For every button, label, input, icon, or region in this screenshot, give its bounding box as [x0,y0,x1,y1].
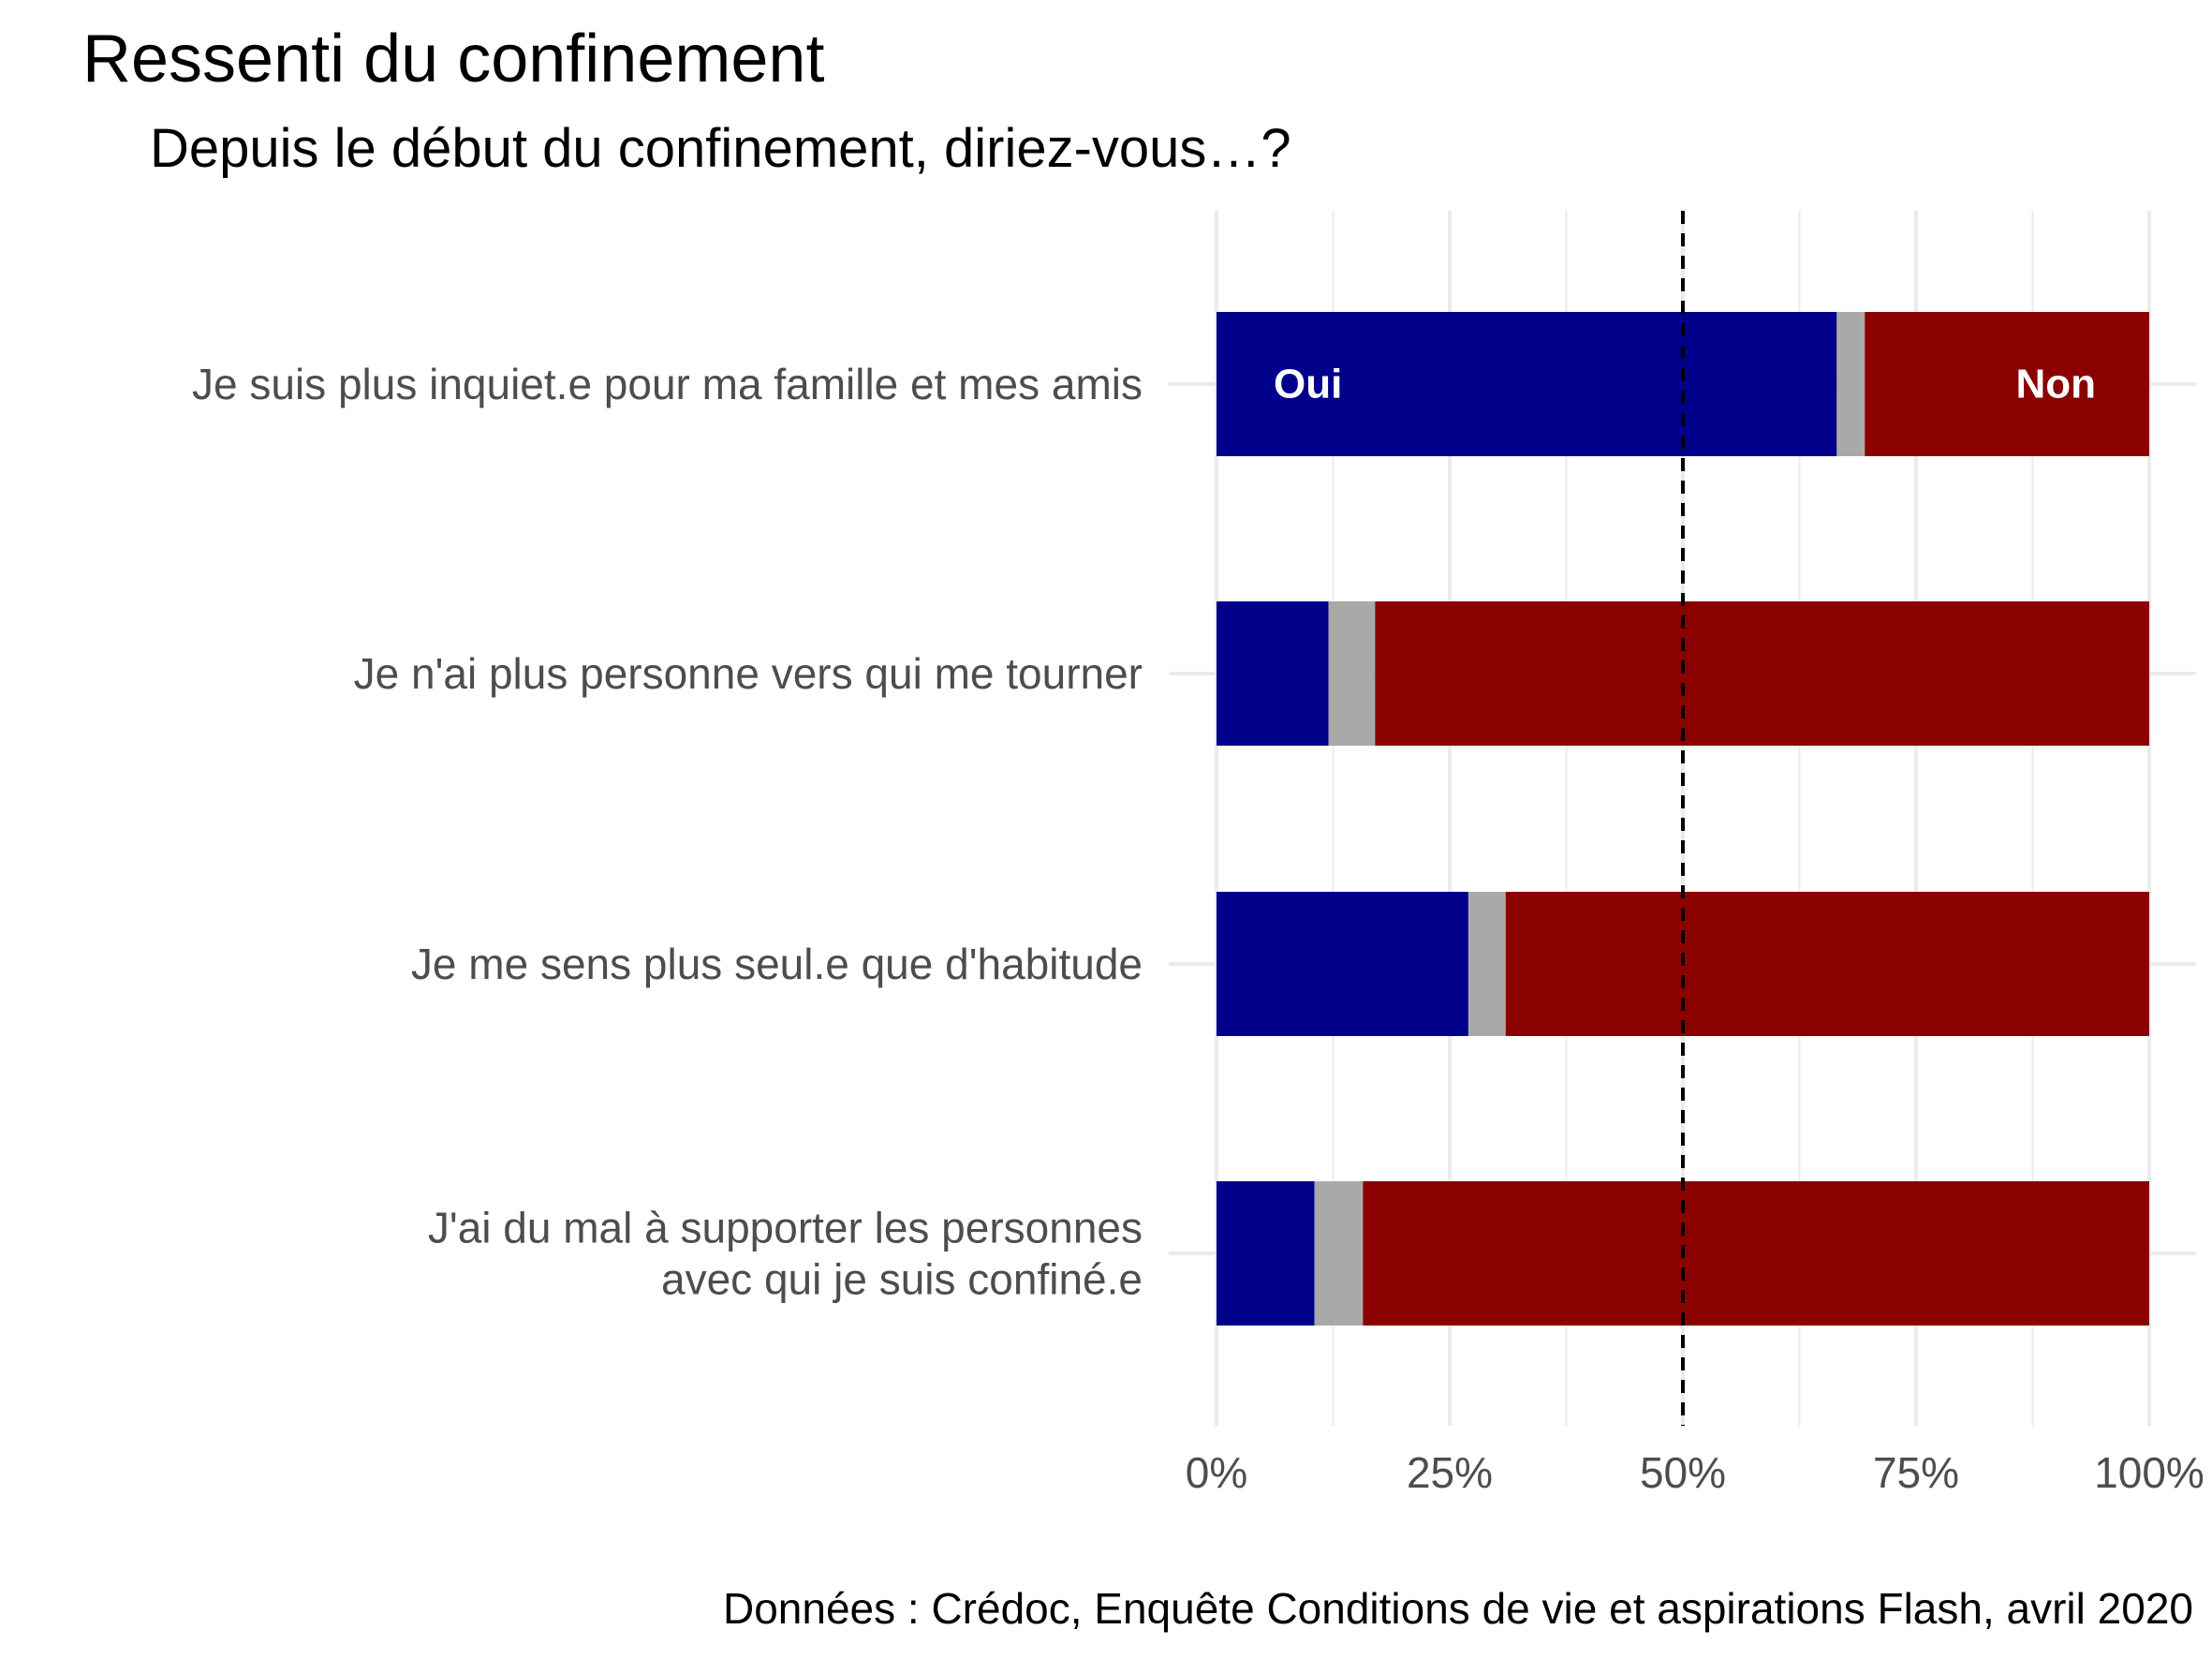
bar-non [1363,1181,2149,1326]
chart-caption: Données : Crédoc, Enquête Conditions de … [722,1584,2193,1633]
category-label: Je suis plus inquiet.e pour ma famille e… [192,360,1143,408]
bar-oui [1217,892,1468,1036]
inline-label-non: Non [2015,362,2096,407]
x-tick-label: 75% [1873,1448,1959,1497]
x-tick-label: 0% [1186,1448,1247,1497]
bar-non [1505,892,2149,1036]
chart-title: Ressenti du confinement [82,22,825,96]
chart-subtitle: Depuis le début du confinement, diriez-v… [150,118,1291,179]
x-tick-label: 25% [1407,1448,1493,1497]
x-tick-label: 100% [2094,1448,2205,1497]
bar-oui [1217,1181,1315,1326]
category-label: Je me sens plus seul.e que d'habitude [411,940,1143,988]
category-label: J'ai du mal à supporter les personnes ave… [428,1204,1143,1304]
category-label: Je n'ai plus personne vers qui me tourne… [354,649,1143,698]
bar-sans-reponse [1467,892,1506,1036]
bar-sans-reponse [1836,312,1865,456]
x-tick-label: 50% [1640,1448,1726,1497]
bar-oui [1217,601,1329,746]
bar-sans-reponse [1314,1181,1364,1326]
bar-non [1375,601,2149,746]
bar-sans-reponse [1328,601,1376,746]
inline-label-oui: Oui [1274,362,1342,407]
bar-non [1865,312,2149,456]
bar-oui [1217,312,1837,456]
